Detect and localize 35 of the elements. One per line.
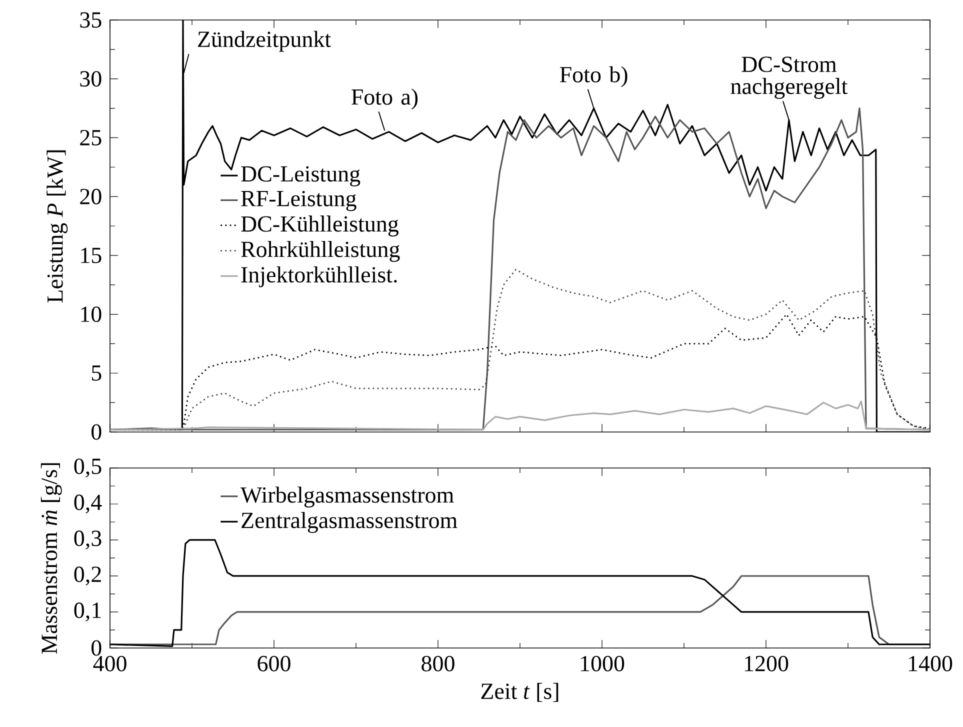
legend-label: DC-Leistung [241,166,360,186]
y-tick-label: 0,1 [74,602,101,622]
y-tick-label: 0 [92,640,102,656]
y-tick-label: 5 [92,365,102,381]
legend-label: Injektorkühlleist. [241,266,397,288]
x-tick-label: 1200 [745,656,788,672]
x-tick-label: 800 [422,656,454,672]
annotation: Zündzeitpunkt [198,30,331,52]
legend-label: Rohrkühlleistung [241,240,400,262]
y-tick-label: 20 [80,188,102,204]
x-axis-title: Zeit t [s] [481,682,558,702]
y-tick-label: 0,2 [74,566,101,586]
legend-label: RF-Leistung [241,190,356,212]
y-tick-label: 35 [80,12,102,28]
y-tick-label: 0,3 [74,530,102,550]
y-tick-label: 0,4 [74,494,102,514]
y-axis-title: Massenstrom ṁ [g/s] [40,463,62,654]
y-axis-title: Leistung P [kW] [46,150,68,303]
line-series [110,400,930,430]
annotation: Foto a) [352,88,418,110]
y-tick-label: 0,5 [74,458,102,478]
x-tick-label: 1000 [581,656,624,672]
legend-label: Zentralgasmassenstrom [242,512,458,533]
y-tick-label: 25 [80,130,102,146]
legend-label: Wirbelgasmassenstrom [240,486,454,508]
x-tick-label: 600 [258,656,290,672]
x-tick-label: 400 [93,656,126,672]
y-tick-label: 15 [81,248,102,264]
y-tick-label: 10 [81,306,102,322]
annotation: DC-Strom nachgeregelt [730,56,848,99]
legend-label: DC-Kühlleistung [241,216,398,236]
annotation: Foto b) [560,66,628,88]
x-tick-label: 1400 [909,656,952,672]
y-tick-label: 30 [80,71,102,87]
y-tick-label: 0 [92,424,102,440]
